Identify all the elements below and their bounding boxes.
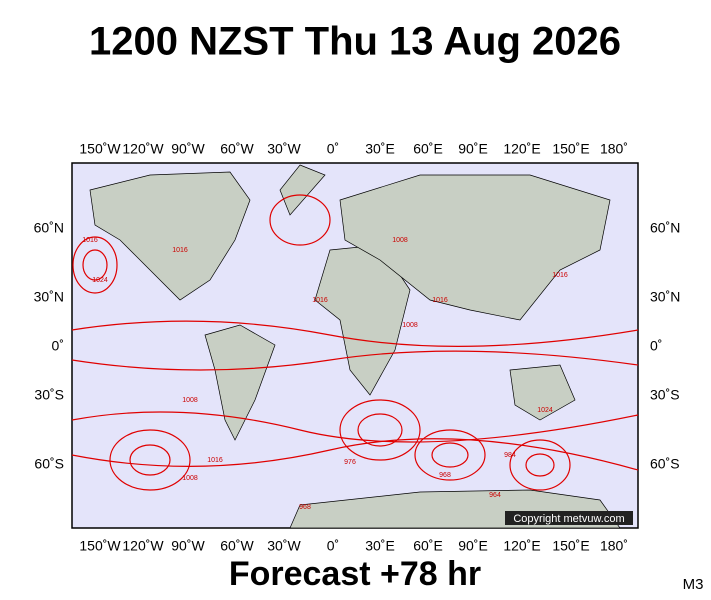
lat-label: 60˚S (34, 456, 64, 472)
lon-label: 0˚ (327, 141, 339, 157)
lat-label: 30˚S (34, 387, 64, 403)
lon-label: 120˚W (122, 141, 164, 157)
title: 1200 NZST Thu 13 Aug 2026 (89, 20, 621, 64)
lat-label: 60˚N (650, 220, 680, 236)
lon-label: 30˚E (365, 141, 395, 157)
lon-label: 180˚ (600, 141, 628, 157)
lat-label: 30˚S (650, 387, 680, 403)
isobars (71, 194, 639, 491)
lon-label: 90˚W (171, 141, 205, 157)
lon-label: 60˚E (413, 141, 443, 157)
map: 1016 1024 1016 1008 1016 1008 1016 1008 1016 1024… (71, 162, 639, 529)
isobar-label: 1008 (402, 322, 418, 329)
isobar-label: 968 (439, 472, 451, 479)
isobar-label: 1016 (82, 237, 98, 244)
lon-label: 150˚E (552, 141, 589, 157)
isobar-label: 1008 (182, 397, 198, 404)
lon-label: 60˚E (413, 538, 443, 554)
lon-label: 90˚E (458, 538, 488, 554)
lon-label: 90˚E (458, 141, 488, 157)
lon-label: 30˚W (267, 538, 301, 554)
lat-label: 30˚N (34, 289, 64, 305)
model-label: M3 (683, 576, 704, 593)
isobar-label: 1008 (392, 237, 408, 244)
isobar-label: 1016 (207, 457, 223, 464)
lat-label: 60˚N (34, 220, 64, 236)
isobar-label: 1016 (552, 272, 568, 279)
lat-label: 60˚S (650, 456, 680, 472)
lat-label: 30˚N (650, 289, 680, 305)
isobar-label: 984 (504, 452, 516, 459)
lon-label: 0˚ (327, 538, 339, 554)
isobar-label: 1016 (432, 297, 448, 304)
isobar-label: 1024 (537, 407, 553, 414)
isobar-label: 976 (344, 459, 356, 466)
isobar-labels: 1016 1024 1016 1008 1016 1008 1016 1008 1016 1024… (82, 237, 568, 511)
lon-label: 30˚W (267, 141, 301, 157)
land (89, 164, 621, 529)
isobar-label: 964 (489, 492, 501, 499)
lon-label: 180˚ (600, 538, 628, 554)
isobar-label: 1008 (182, 475, 198, 482)
forecast-label: Forecast +78 hr (229, 555, 481, 593)
isobar-label: 968 (299, 504, 311, 511)
lon-label: 120˚E (503, 141, 540, 157)
lon-label: 30˚E (365, 538, 395, 554)
lon-label: 60˚W (220, 538, 254, 554)
isobar-label: 1016 (312, 297, 328, 304)
isobar-label: 1024 (92, 277, 108, 284)
isobar-label: 1016 (172, 247, 188, 254)
lon-label: 150˚W (79, 141, 121, 157)
lon-label: 60˚W (220, 141, 254, 157)
lat-label: 0˚ (52, 338, 64, 354)
copyright: Copyright metvuw.com (513, 513, 624, 525)
lon-label: 150˚E (552, 538, 589, 554)
lon-label: 150˚W (79, 538, 121, 554)
lon-label: 120˚W (122, 538, 164, 554)
lon-label: 90˚W (171, 538, 205, 554)
lon-label: 120˚E (503, 538, 540, 554)
copyright-box (505, 511, 633, 525)
lat-label: 0˚ (650, 338, 662, 354)
